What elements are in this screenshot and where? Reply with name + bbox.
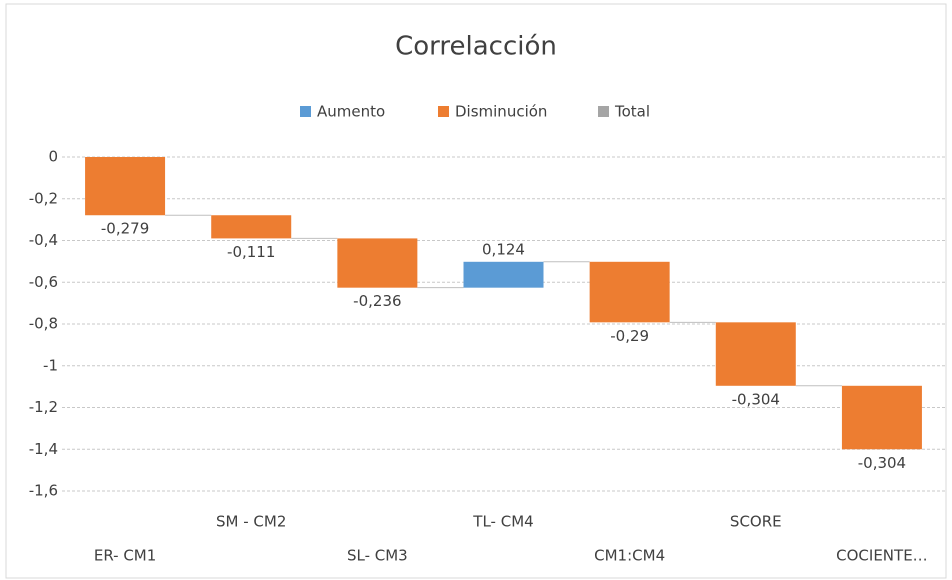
legend-swatch	[438, 106, 449, 117]
x-tick-label: TL- CM4	[472, 513, 533, 531]
data-label: -0,111	[227, 243, 275, 261]
bar	[211, 215, 292, 239]
y-tick-label: -1	[43, 356, 58, 374]
y-tick-label: -1,2	[29, 398, 58, 416]
legend-label: Total	[614, 103, 650, 121]
bar	[715, 322, 796, 386]
data-label: 0,124	[482, 240, 525, 258]
legend-label: Aumento	[317, 103, 385, 121]
x-tick-label: SL- CM3	[347, 547, 408, 565]
data-label: -0,304	[732, 390, 780, 408]
y-tick-label: 0	[48, 148, 58, 166]
chart-title: Correlacción	[395, 32, 557, 62]
bar	[337, 238, 418, 288]
x-tick-label: ER- CM1	[94, 547, 156, 565]
data-label: -0,304	[858, 454, 906, 472]
y-tick-label: -1,4	[29, 440, 58, 458]
legend-label: Disminución	[455, 103, 547, 121]
data-label: -0,279	[101, 220, 149, 238]
x-tick-label: COCIENTE…	[836, 547, 928, 565]
bar	[463, 261, 544, 288]
y-tick-label: -0,2	[29, 189, 58, 207]
x-tick-label: SM - CM2	[216, 513, 286, 531]
chart-border	[5, 3, 947, 579]
x-tick-label: CM1:CM4	[594, 547, 665, 565]
legend-swatch	[598, 106, 609, 117]
x-tick-label: SCORE	[730, 513, 782, 531]
y-tick-label: -0,8	[29, 315, 58, 333]
legend-swatch	[300, 106, 311, 117]
data-label: -0,236	[353, 292, 401, 310]
y-tick-label: -1,6	[29, 482, 58, 500]
y-tick-label: -0,6	[29, 273, 58, 291]
data-label: -0,29	[610, 327, 649, 345]
bar	[841, 385, 922, 450]
y-tick-label: -0,4	[29, 231, 58, 249]
bar	[589, 261, 670, 323]
bar	[85, 157, 166, 216]
